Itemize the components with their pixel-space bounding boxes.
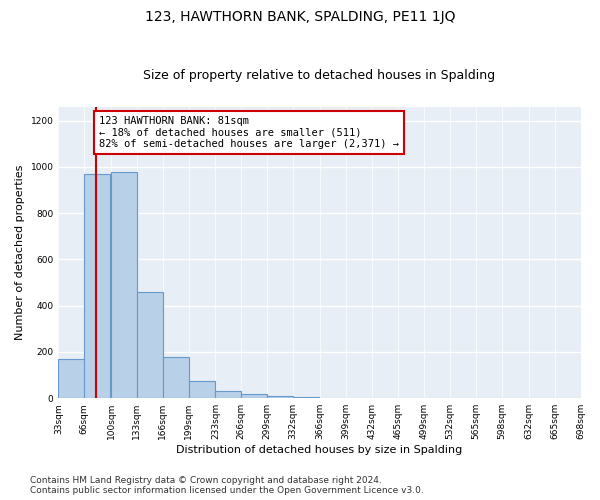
Bar [215, 392, 241, 398]
Bar [137, 292, 163, 398]
Bar [163, 356, 189, 398]
Bar [85, 174, 110, 398]
Bar [189, 381, 215, 398]
Bar [293, 397, 319, 398]
Bar [267, 396, 293, 398]
Text: Contains HM Land Registry data © Crown copyright and database right 2024.
Contai: Contains HM Land Registry data © Crown c… [30, 476, 424, 495]
Y-axis label: Number of detached properties: Number of detached properties [15, 165, 25, 340]
Bar [111, 172, 137, 398]
Title: Size of property relative to detached houses in Spalding: Size of property relative to detached ho… [143, 69, 496, 82]
X-axis label: Distribution of detached houses by size in Spalding: Distribution of detached houses by size … [176, 445, 463, 455]
Bar [58, 359, 85, 398]
Text: 123 HAWTHORN BANK: 81sqm
← 18% of detached houses are smaller (511)
82% of semi-: 123 HAWTHORN BANK: 81sqm ← 18% of detach… [99, 116, 399, 149]
Text: 123, HAWTHORN BANK, SPALDING, PE11 1JQ: 123, HAWTHORN BANK, SPALDING, PE11 1JQ [145, 10, 455, 24]
Bar [241, 394, 267, 398]
